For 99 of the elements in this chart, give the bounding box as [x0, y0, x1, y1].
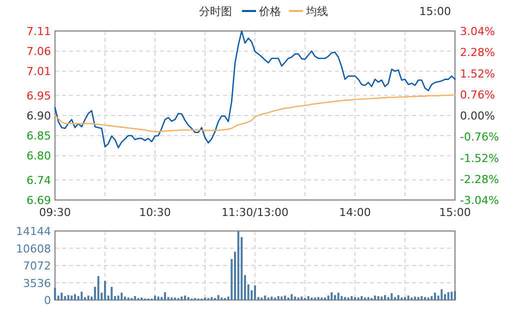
bar [184, 296, 186, 300]
text: 15:00 [419, 5, 451, 18]
y2-tick-label: -2.28% [460, 172, 499, 186]
bar [434, 292, 436, 300]
bar [360, 296, 363, 300]
bar [334, 295, 336, 300]
x-tick-label: 09:30 [39, 206, 71, 219]
y-tick-label: 0 [44, 294, 51, 307]
bar [110, 286, 113, 300]
y2-tick-label: 1.52% [460, 67, 495, 80]
legend-label: 价格 [258, 5, 281, 18]
y-tick-label: 6.85 [26, 130, 51, 143]
bar [97, 276, 100, 300]
bar [450, 292, 453, 300]
bar [350, 296, 353, 300]
bar [254, 285, 256, 300]
bar [397, 295, 400, 300]
bar [237, 231, 240, 300]
line-series [54, 94, 456, 132]
y2-tick-label: 0.76% [460, 88, 495, 102]
y-tick-label: 6.74 [26, 174, 51, 187]
line-series [54, 30, 456, 148]
bar [294, 296, 296, 300]
x-tick-label: 15:00 [439, 206, 471, 219]
bar [134, 296, 136, 300]
bar [67, 295, 70, 300]
bar [394, 297, 396, 300]
bar [447, 292, 450, 300]
bar [104, 280, 106, 300]
bar [280, 296, 283, 300]
y-tick-label: 7.11 [26, 25, 51, 38]
bar [417, 297, 420, 300]
bar [290, 294, 293, 300]
y2-tick-label: 0.00% [460, 110, 495, 122]
bar [277, 296, 280, 300]
bar [154, 296, 156, 300]
bar [270, 296, 273, 300]
bar [340, 296, 343, 300]
bar [420, 296, 423, 300]
bar [380, 296, 383, 300]
bar [337, 292, 340, 300]
bar [367, 297, 370, 300]
y2-tick-label: -3.04% [460, 194, 499, 207]
bar [217, 295, 220, 300]
bar [157, 296, 160, 300]
chart-title: 分时图 [199, 5, 232, 18]
bar [414, 296, 416, 300]
bar [454, 291, 456, 300]
bar [264, 296, 266, 300]
x-tick-label: 14:00 [339, 206, 371, 219]
y2-tick-label: 3.04% [460, 25, 495, 38]
y2-tick-label: 2.28% [460, 46, 495, 60]
bar [300, 296, 303, 300]
bar [60, 292, 63, 300]
bar [120, 292, 123, 300]
y-tick-label: 7072 [23, 260, 51, 272]
bar [284, 296, 286, 300]
y2-tick-label: -1.52% [460, 152, 499, 165]
x-tick-label: 11:30/13:00 [221, 206, 289, 219]
y-tick-label: 10608 [16, 242, 51, 256]
bar [327, 296, 330, 300]
bar [390, 293, 393, 300]
y-tick-label: 6.95 [26, 89, 51, 102]
bar [384, 295, 386, 300]
bar [87, 296, 90, 300]
legend-label: 均线 [305, 5, 328, 18]
y-tick-label: 3536 [23, 276, 51, 290]
bar [330, 292, 333, 300]
bar [164, 292, 166, 300]
bar [80, 292, 83, 300]
bar [354, 297, 356, 300]
bar [430, 296, 433, 300]
bar [117, 296, 120, 300]
bar [344, 297, 346, 300]
y-tick-label: 6.80 [26, 150, 51, 163]
bar [187, 297, 190, 300]
bar [317, 297, 320, 300]
bar [70, 296, 73, 300]
bar [407, 296, 410, 300]
bar [180, 296, 183, 300]
bar [387, 297, 390, 300]
bar [374, 296, 376, 300]
bar [440, 289, 443, 300]
y-tick-label: 7.06 [26, 45, 51, 58]
y-tick-label: 6.69 [26, 194, 51, 207]
y2-tick-label: -0.76% [460, 130, 499, 144]
bar [307, 296, 310, 300]
bar [377, 296, 380, 300]
bar [424, 297, 426, 300]
y-tick-label: 7.01 [26, 65, 51, 78]
bar [54, 288, 56, 300]
bar [210, 297, 213, 300]
bar [74, 294, 76, 300]
bar [404, 297, 406, 300]
bar [124, 296, 126, 300]
y-tick-label: 6.90 [26, 110, 51, 122]
bar [64, 296, 66, 300]
x-tick-label: 10:30 [139, 206, 171, 219]
y-tick-label: 14144 [16, 225, 51, 238]
